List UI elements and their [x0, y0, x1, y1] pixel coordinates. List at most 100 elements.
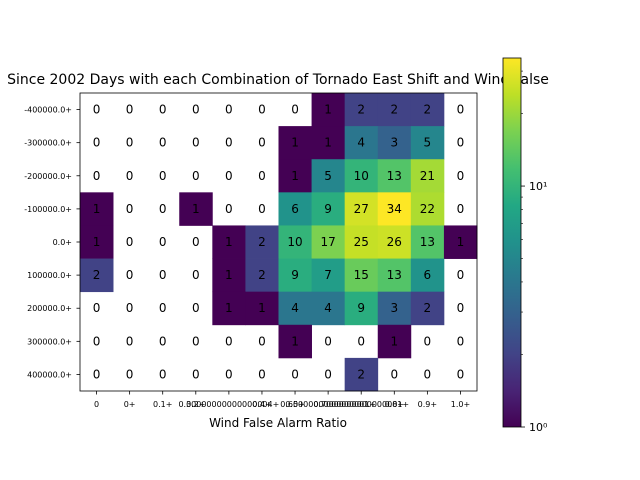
cell-value-label: 1	[324, 136, 332, 150]
heatmap-cell	[245, 225, 279, 259]
cell-value-label: 4	[291, 301, 299, 315]
heatmap-cell	[377, 258, 412, 293]
x-tick-label: 0+	[124, 400, 136, 409]
heatmap-cell	[410, 258, 445, 293]
y-tick-label: 100000.0+	[27, 271, 72, 280]
cell-value-label: 0	[258, 169, 266, 183]
cell-value-label: 34	[387, 202, 402, 216]
cell-value-label: 17	[320, 235, 335, 249]
cell-value-label: 10	[287, 235, 302, 249]
cell-value-label: 0	[192, 103, 200, 117]
cell-value-label: 4	[357, 136, 365, 150]
x-tick-label: 0.2+	[186, 400, 205, 409]
cell-value-label: 0	[126, 334, 134, 348]
heatmap-cell	[377, 159, 412, 193]
cell-value-label: 1	[258, 301, 266, 315]
cell-value-label: 0	[93, 334, 101, 348]
cell-value-label: 1	[93, 202, 101, 216]
heatmap-cell	[344, 93, 379, 127]
cell-value-label: 0	[159, 235, 167, 249]
cell-value-label: 0	[258, 136, 266, 150]
colorbar-tick-label: 10¹	[529, 180, 547, 193]
colorbar-ticks: 10⁰ 10¹	[521, 70, 548, 434]
cell-value-label: 1	[390, 334, 398, 348]
cell-value-label: 0	[258, 202, 266, 216]
cell-value-label: 1	[324, 103, 332, 117]
heatmap-cell	[311, 159, 346, 193]
y-tick-label: 400000.0+	[27, 370, 72, 379]
cell-value-label: 2	[390, 103, 398, 117]
cell-value-label: 0	[93, 301, 101, 315]
cell-value-label: 1	[291, 334, 299, 348]
heatmap-cell	[377, 324, 412, 359]
cell-value-label: 0	[357, 334, 365, 348]
x-tick-label: 0	[94, 400, 99, 409]
cell-value-label: 0	[192, 334, 200, 348]
cell-value-label: 1	[225, 268, 233, 282]
heatmap-cell	[245, 258, 279, 293]
y-tick-label: -300000.0+	[24, 139, 72, 148]
cell-value-label: 13	[420, 235, 435, 249]
cell-value-label: 0	[126, 169, 134, 183]
heatmap-cell	[80, 225, 114, 259]
heatmap-cell	[311, 291, 346, 326]
cell-value-label: 0	[324, 334, 332, 348]
cell-value-label: 0	[159, 202, 167, 216]
cell-value-label: 0	[192, 268, 200, 282]
cell-value-label: 7	[324, 268, 332, 282]
heatmap-cell	[278, 192, 312, 226]
cell-value-label: 15	[354, 268, 369, 282]
cell-value-label: 2	[357, 367, 365, 381]
x-tick-label: 0.1+	[153, 400, 172, 409]
cell-value-label: 0	[93, 169, 101, 183]
cell-value-label: 0	[457, 169, 465, 183]
heatmap-cell	[344, 159, 379, 193]
colorbar-tick-label: 10⁰	[529, 421, 548, 434]
cell-value-label: 26	[387, 235, 402, 249]
x-tick-label: 0.4+	[252, 400, 271, 409]
heatmap-cell	[212, 291, 246, 326]
cell-value-label: 3	[390, 136, 398, 150]
heatmap-cell	[344, 258, 379, 293]
cell-value-label: 0	[192, 235, 200, 249]
heatmap-cell	[212, 258, 246, 293]
cell-value-label: 0	[457, 301, 465, 315]
cell-value-label: 0	[424, 367, 432, 381]
y-axis: -400000.0+ -300000.0+ -200000.0+ -100000.0+…	[24, 106, 80, 379]
heatmap-cell	[278, 126, 312, 160]
cell-value-label: 1	[457, 235, 465, 249]
x-tick-label: 0.30000000000000004+	[178, 400, 279, 409]
cell-value-label: 0	[225, 367, 233, 381]
cell-value-label: 0	[159, 367, 167, 381]
heatmap-cell	[344, 357, 379, 392]
cell-value-label: 0	[291, 103, 299, 117]
cell-value-label: 2	[93, 268, 101, 282]
heatmap-cell	[278, 258, 312, 293]
cell-value-label: 2	[258, 268, 266, 282]
heatmap-cells: 0 0 0 0 0 0 0 1 2 2 2 00 0 0 0 0 0 1 1 4 3 5 00 0 0 0 0 0 1 5 10 13 21 01…	[80, 93, 478, 392]
y-tick-label: 0.0+	[53, 238, 72, 247]
x-tick-label: 0.6000000000000001+	[280, 400, 376, 409]
cell-value-label: 3	[390, 301, 398, 315]
cell-value-label: 13	[387, 268, 402, 282]
heatmap-cell	[245, 291, 279, 326]
chart-title: Since 2002 Days with each Combination of…	[7, 72, 549, 88]
cell-value-label: 0	[457, 136, 465, 150]
cell-value-label: 0	[424, 334, 432, 348]
cell-value-label: 6	[291, 202, 299, 216]
cell-value-label: 0	[457, 334, 465, 348]
y-tick-label: -100000.0+	[24, 205, 72, 214]
cell-value-label: 2	[258, 235, 266, 249]
cell-value-label: 0	[457, 367, 465, 381]
cell-value-label: 0	[126, 268, 134, 282]
x-axis: 0 0+ 0.1+ 0.2+0.30000000000000004+0.4+ 0.5+0…	[94, 391, 470, 409]
cell-value-label: 0	[126, 136, 134, 150]
x-tick-label: 0.5+	[285, 400, 304, 409]
heatmap-cell	[377, 225, 412, 259]
cell-value-label: 0	[225, 136, 233, 150]
heatmap-cell	[344, 291, 379, 326]
cell-value-label: 13	[387, 169, 402, 183]
x-tick-label: 0.7000000000000001+	[313, 400, 409, 409]
cell-value-label: 1	[225, 301, 233, 315]
cell-value-label: 9	[324, 202, 332, 216]
